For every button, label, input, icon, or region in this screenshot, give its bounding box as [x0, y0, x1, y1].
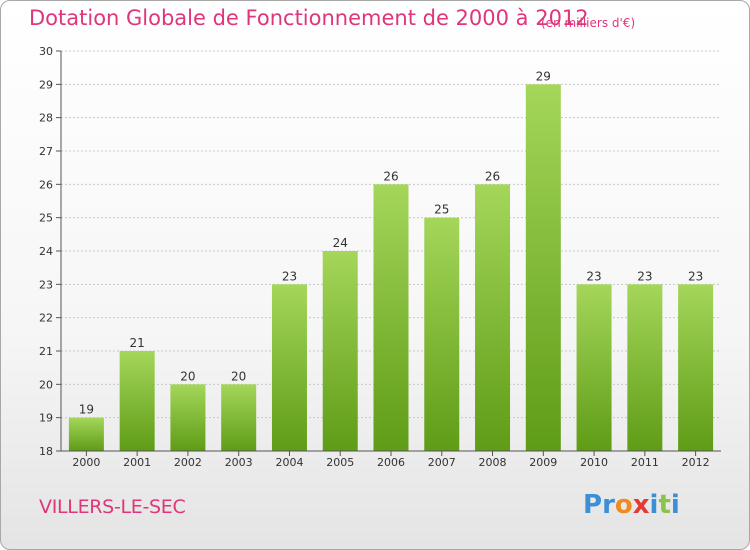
- bar-value-label: 23: [688, 269, 703, 283]
- bar-value-label: 26: [485, 169, 500, 183]
- bars: 19 21 20 20 23 24 26 25 26 29 23 23 23: [68, 69, 714, 452]
- logo-letter: x: [632, 490, 650, 520]
- x-tick-label: 2009: [529, 456, 557, 469]
- y-tick-label: 29: [39, 78, 53, 91]
- logo-letter: i: [649, 490, 659, 520]
- chart-title: Dotation Globale de Fonctionnement de 20…: [29, 6, 589, 30]
- logo-letter: r: [602, 490, 615, 520]
- y-tick-label: 20: [39, 378, 53, 391]
- x-tick-label: 2006: [377, 456, 405, 469]
- bar-value-label: 23: [586, 269, 601, 283]
- bar-value-label: 24: [333, 236, 348, 250]
- bar-value-label: 26: [383, 169, 398, 183]
- x-tick-label: 2010: [580, 456, 608, 469]
- x-tick-label: 2005: [326, 456, 354, 469]
- bar-value-label: 29: [536, 69, 551, 83]
- bar-2001[interactable]: [119, 351, 155, 451]
- bar-2012[interactable]: [678, 284, 714, 451]
- y-tick-label: 23: [39, 278, 53, 291]
- chart-subtitle: (en milliers d'€): [541, 16, 636, 30]
- y-tick-label: 27: [39, 145, 53, 158]
- bar-2007[interactable]: [424, 217, 460, 451]
- y-tick-label: 26: [39, 178, 53, 191]
- y-tick-label: 18: [39, 445, 53, 458]
- y-tick-label: 22: [39, 312, 53, 325]
- bar-2009[interactable]: [525, 84, 561, 451]
- bar-value-label: 19: [79, 403, 94, 417]
- bar-value-label: 20: [231, 369, 246, 383]
- bar-2000[interactable]: [68, 417, 104, 451]
- logo-letter: P: [583, 490, 603, 520]
- x-tick-label: 2012: [682, 456, 710, 469]
- bar-2011[interactable]: [627, 284, 663, 451]
- bar-value-label: 23: [637, 269, 652, 283]
- logo-letter: o: [614, 490, 633, 520]
- bar-2010[interactable]: [576, 284, 612, 451]
- bar-2008[interactable]: [475, 184, 511, 452]
- axes: 18 19 20 21 22 23 24 25 26 27 28 29 30 2000 2001 2002 20…: [39, 45, 721, 469]
- commune-name: VILLERS-LE-SEC: [39, 496, 186, 518]
- bar-2004[interactable]: [271, 284, 307, 451]
- x-tick-label: 2007: [428, 456, 456, 469]
- y-tick-label: 19: [39, 412, 53, 425]
- y-tick-label: 30: [39, 45, 53, 58]
- bar-2005[interactable]: [322, 251, 358, 451]
- y-tick-label: 25: [39, 212, 53, 225]
- logo-letter: i: [670, 490, 680, 520]
- bar-value-label: 25: [434, 203, 449, 217]
- x-tick-label: 2000: [72, 456, 100, 469]
- y-tick-label: 21: [39, 345, 53, 358]
- y-tick-label: 24: [39, 245, 53, 258]
- bar-2003[interactable]: [221, 384, 257, 451]
- bar-2002[interactable]: [170, 384, 206, 451]
- x-tick-label: 2008: [479, 456, 507, 469]
- bar-value-label: 20: [180, 369, 195, 383]
- x-tick-label: 2003: [225, 456, 253, 469]
- bar-2006[interactable]: [373, 184, 409, 452]
- bar-value-label: 21: [130, 336, 145, 350]
- bar-value-label: 23: [282, 269, 297, 283]
- x-tick-label: 2001: [123, 456, 151, 469]
- x-tick-label: 2002: [174, 456, 202, 469]
- x-tick-label: 2004: [275, 456, 303, 469]
- x-tick-label: 2011: [631, 456, 659, 469]
- logo-letter: t: [658, 490, 671, 520]
- y-tick-label: 28: [39, 112, 53, 125]
- proxiti-logo[interactable]: Proxiti: [583, 490, 680, 520]
